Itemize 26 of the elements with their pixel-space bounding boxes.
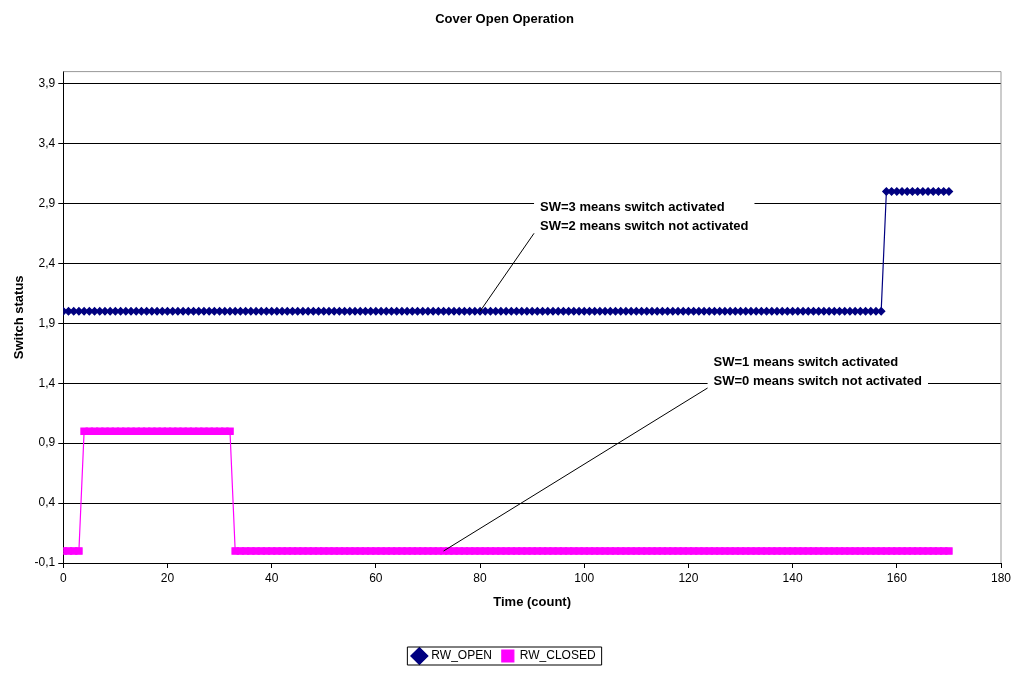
x-tick-label: 40 (264, 570, 279, 585)
x-tick-label: 180 (990, 570, 1012, 585)
x-tick-label: 20 (160, 570, 175, 585)
x-tick-label: 160 (886, 570, 908, 585)
y-axis-title: Switch status (11, 275, 27, 360)
legend-label: RW_OPEN (431, 648, 492, 663)
y-tick-label: 2,9 (38, 195, 56, 210)
annotation: SW=3 means switch activated SW=2 means switch not activated (540, 199, 749, 234)
y-tick-label: 2,4 (38, 255, 56, 270)
x-tick-label: 0 (59, 570, 67, 585)
x-axis-title: Time (count) (493, 593, 572, 609)
y-tick-label: 1,9 (38, 315, 56, 330)
chart-title: Cover Open Operation (435, 11, 574, 27)
x-tick-label: 140 (782, 570, 803, 585)
x-tick-label: 120 (678, 570, 699, 585)
y-tick-label: -0,1 (34, 555, 56, 570)
y-tick-label: 0,4 (38, 495, 56, 510)
y-tick-label: 3,4 (38, 135, 56, 150)
y-tick-label: 0,9 (38, 435, 56, 450)
y-tick-label: 1,4 (38, 375, 56, 390)
annotation: SW=1 means switch activated SW=0 means switch not activated (713, 354, 923, 389)
x-tick-label: 80 (473, 570, 488, 585)
y-tick-label: 3,9 (38, 75, 56, 90)
x-tick-label: 60 (369, 570, 383, 585)
x-tick-label: 100 (574, 570, 595, 585)
legend-label: RW_CLOSED (519, 648, 596, 663)
